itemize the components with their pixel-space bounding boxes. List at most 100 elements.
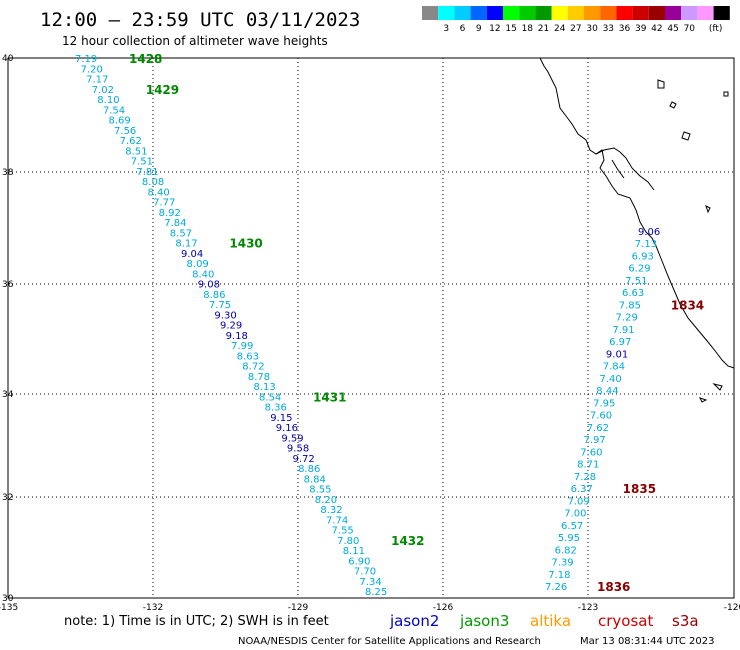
- pass-time-label: 1430: [229, 237, 262, 251]
- wave-height-value: 7.97: [583, 435, 605, 446]
- legend-swatch: [713, 6, 730, 20]
- legend-label: 36: [619, 24, 631, 34]
- wave-height-value: 7.84: [164, 218, 186, 229]
- wave-height-value: 6.63: [622, 288, 644, 299]
- lat-tick-label: 40: [2, 54, 14, 64]
- wave-height-value: 7.39: [551, 558, 573, 569]
- wave-height-value: 8.44: [596, 386, 618, 397]
- wave-height-value: 7.34: [359, 577, 381, 588]
- satellite-cryosat: cryosat: [598, 612, 653, 630]
- wave-height-value: 8.25: [365, 587, 387, 598]
- wave-height-value: 6.93: [632, 251, 654, 262]
- bay-inlet: [595, 147, 655, 191]
- wave-height-value: 7.19: [75, 54, 97, 65]
- lon-tick-label: -132: [143, 603, 163, 613]
- wave-height-value: 9.16: [276, 423, 298, 434]
- legend-swatch: [681, 6, 698, 20]
- legend-label: 70: [684, 24, 696, 34]
- wave-height-value: 8.57: [170, 228, 192, 239]
- wave-height-value: 8.13: [253, 382, 275, 393]
- wave-height-value: 7.40: [600, 374, 622, 385]
- lat-tick-label: 30: [2, 594, 14, 604]
- wave-height-value: 8.10: [97, 95, 119, 106]
- wave-height-value: 8.11: [343, 546, 365, 557]
- wave-height-value: 8.86: [203, 290, 225, 301]
- wave-height-value: 8.72: [242, 362, 264, 373]
- wave-height-value: 7.99: [231, 341, 253, 352]
- lat-tick-label: 32: [2, 493, 13, 503]
- wave-height-value: 6.37: [571, 484, 593, 495]
- wave-height-value: 9.59: [281, 433, 303, 444]
- lat-tick-label: 34: [2, 390, 14, 400]
- legend-swatch: [600, 6, 617, 20]
- west-track: 7.197.207.177.028.107.548.697.567.628.51…: [75, 52, 425, 598]
- wave-height-value: 6.90: [348, 556, 370, 567]
- wave-height-value: 8.63: [237, 351, 259, 362]
- wave-height-value: 7.51: [131, 157, 153, 168]
- wave-height-value: 8.09: [187, 259, 209, 270]
- wave-height-value: 8.32: [320, 505, 342, 516]
- pass-time-label: 1836: [597, 580, 630, 594]
- lake-4: [705, 205, 711, 214]
- pass-time-label: 1431: [313, 390, 346, 404]
- wave-height-value: 7.91: [612, 325, 634, 336]
- island-2: [699, 397, 708, 403]
- page-subtitle: 12 hour collection of altimeter wave hei…: [62, 34, 328, 48]
- legend-label: 42: [651, 24, 662, 34]
- wave-height-value: 5.95: [558, 533, 580, 544]
- wave-height-value: 7.09: [567, 496, 589, 507]
- wave-height-value: 7.74: [326, 515, 348, 526]
- pass-time-label: 1835: [623, 482, 656, 496]
- wave-height-value: 9.72: [293, 454, 315, 465]
- wave-height-value: 7.13: [635, 239, 657, 250]
- wave-height-value: 7.17: [86, 75, 108, 86]
- legend-swatch: [503, 6, 520, 20]
- coastline: [539, 57, 735, 403]
- wave-height-value: 8.71: [577, 460, 599, 471]
- wave-height-value: 9.15: [270, 413, 292, 424]
- wave-height-value: 7.02: [92, 85, 114, 96]
- lat-lon-grid: -135 -132 -129 -126 -123 -120 40 38 36 34 32 30: [0, 54, 740, 613]
- wave-height-value: 8.20: [315, 495, 337, 506]
- legend-label: 24: [554, 24, 566, 34]
- wave-height-value: 8.92: [159, 208, 181, 219]
- wave-height-value: 7.26: [545, 582, 567, 593]
- lon-tick-label: -135: [0, 603, 18, 613]
- bay-inner: [611, 159, 625, 179]
- pass-time-label: 1834: [671, 298, 704, 312]
- legend-swatch: [665, 6, 682, 20]
- page-title: 12:00 – 23:59 UTC 03/11/2023: [40, 9, 360, 31]
- legend-swatch: [519, 6, 536, 20]
- wave-height-value: 7.95: [593, 398, 615, 409]
- legend-label: 33: [603, 24, 614, 34]
- legend-swatch: [535, 6, 552, 20]
- wave-height-value: 7.29: [616, 313, 638, 324]
- wave-height-value: 7.80: [337, 536, 359, 547]
- legend-swatch: [470, 6, 487, 20]
- island-1: [712, 383, 723, 391]
- legend-label: 12: [489, 24, 500, 34]
- pass-time-label: 1428: [129, 52, 162, 66]
- lon-tick-label: -126: [433, 603, 454, 613]
- east-track: 9.067.136.93 6.297.516.637.85 7.297.916.97…: [545, 227, 704, 594]
- wave-height-value: 8.36: [265, 403, 287, 414]
- footer-note: note: 1) Time is in UTC; 2) SWH is in fe…: [64, 614, 329, 629]
- wave-height-value: 7.18: [548, 570, 570, 581]
- lon-tick-label: -129: [288, 603, 309, 613]
- wave-height-value: 9.29: [220, 321, 242, 332]
- footer-credit: NOAA/NESDIS Center for Satellite Applica…: [238, 636, 541, 647]
- wave-height-value: 9.58: [287, 444, 309, 455]
- wave-height-value: 7.00: [564, 509, 586, 520]
- legend-swatch: [648, 6, 665, 20]
- lon-tick-label: -120: [724, 603, 740, 613]
- wave-height-value: 9.30: [214, 310, 236, 321]
- wave-height-value: 6.29: [628, 264, 650, 275]
- legend-swatch: [551, 6, 568, 20]
- satellite-altika: altika: [530, 612, 571, 630]
- wave-height-value: 7.84: [603, 362, 625, 373]
- wave-height-value: 7.75: [209, 300, 231, 311]
- legend-label: 18: [522, 24, 534, 34]
- wave-height-value: 6.57: [561, 521, 583, 532]
- lake-1: [657, 79, 665, 89]
- wave-height-value: 7.54: [103, 105, 125, 116]
